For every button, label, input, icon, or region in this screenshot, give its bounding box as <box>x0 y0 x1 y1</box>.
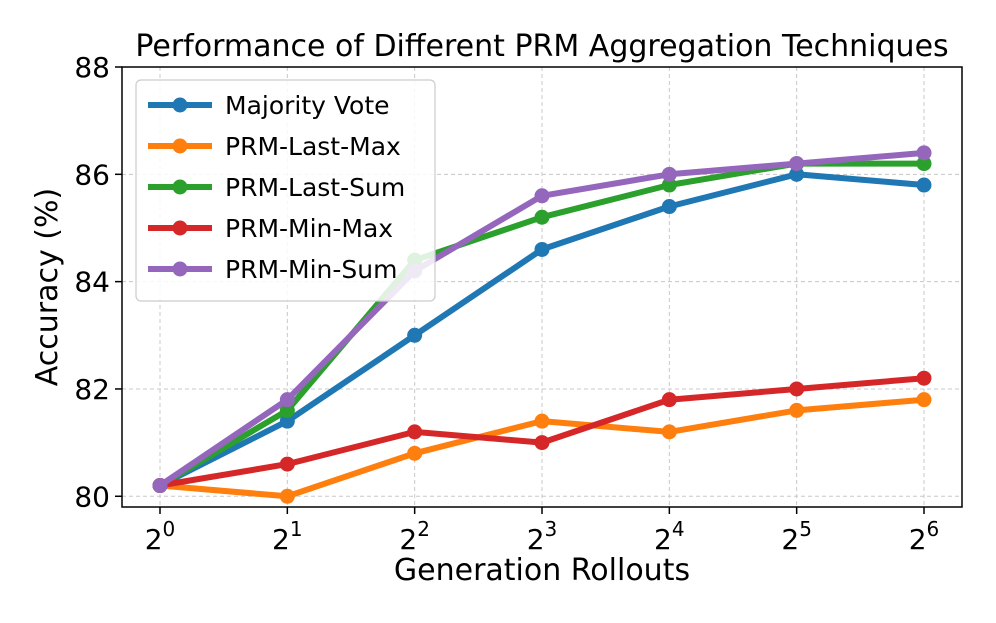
data-point <box>661 392 677 408</box>
data-point <box>916 156 932 172</box>
y-tick-label: 84 <box>74 266 110 299</box>
y-tick-label: 86 <box>74 158 110 191</box>
data-point <box>279 413 295 429</box>
data-point <box>534 413 550 429</box>
x-tick-label: 22 <box>399 517 430 556</box>
legend-item: PRM-Min-Sum <box>148 255 398 284</box>
series-lines <box>152 145 932 504</box>
y-tick-label: 82 <box>74 373 110 406</box>
legend-marker <box>172 261 188 277</box>
legend-marker <box>172 220 188 236</box>
legend-marker <box>172 179 188 195</box>
data-point <box>661 177 677 193</box>
legend-item: PRM-Last-Max <box>148 132 401 161</box>
legend-marker <box>172 97 188 113</box>
data-point <box>279 488 295 504</box>
legend-item: PRM-Last-Sum <box>148 173 405 202</box>
data-point <box>534 241 550 257</box>
x-tick-label: 20 <box>145 517 176 556</box>
x-tick-label: 25 <box>781 517 812 556</box>
data-point <box>407 424 423 440</box>
data-point <box>407 445 423 461</box>
data-point <box>407 327 423 343</box>
legend-label: Majority Vote <box>225 91 390 120</box>
x-tick-label: 21 <box>272 517 303 556</box>
x-axis-label: Generation Rollouts <box>394 553 690 588</box>
legend-item: PRM-Min-Max <box>148 214 393 243</box>
chart-title: Performance of Different PRM Aggregation… <box>135 29 948 64</box>
legend-label: PRM-Last-Sum <box>225 173 405 202</box>
data-point <box>789 166 805 182</box>
data-point <box>789 402 805 418</box>
x-tick-label: 26 <box>909 517 940 556</box>
data-point <box>152 478 168 494</box>
data-point <box>534 435 550 451</box>
legend-marker <box>172 138 188 154</box>
legend-label: PRM-Min-Sum <box>225 255 398 284</box>
data-point <box>916 370 932 386</box>
y-tick-label: 80 <box>74 480 110 513</box>
x-tick-label: 23 <box>527 517 558 556</box>
legend: Majority Vote PRM-Last-Max PRM-Last-Sum PRM… <box>135 79 436 302</box>
data-point <box>661 166 677 182</box>
data-point <box>789 381 805 397</box>
data-point <box>916 145 932 161</box>
data-point <box>661 199 677 215</box>
data-point <box>279 456 295 472</box>
legend-box <box>135 79 436 302</box>
data-point <box>279 402 295 418</box>
x-tick-label: 24 <box>654 517 685 556</box>
legend-label: PRM-Last-Max <box>225 132 401 161</box>
legend-label: PRM-Min-Max <box>225 214 393 243</box>
data-point <box>534 209 550 225</box>
legend-item: Majority Vote <box>148 91 390 120</box>
data-point <box>279 392 295 408</box>
data-point <box>916 392 932 408</box>
data-point <box>534 188 550 204</box>
axis-ticks: 20 21 22 23 24 25 26 80 82 84 86 88 <box>74 51 939 556</box>
series-prm-min-max <box>152 370 932 494</box>
y-tick-label: 88 <box>74 51 110 84</box>
data-point <box>789 156 805 172</box>
data-point <box>661 424 677 440</box>
data-point <box>916 177 932 193</box>
y-axis-label: Accuracy (%) <box>30 188 65 386</box>
